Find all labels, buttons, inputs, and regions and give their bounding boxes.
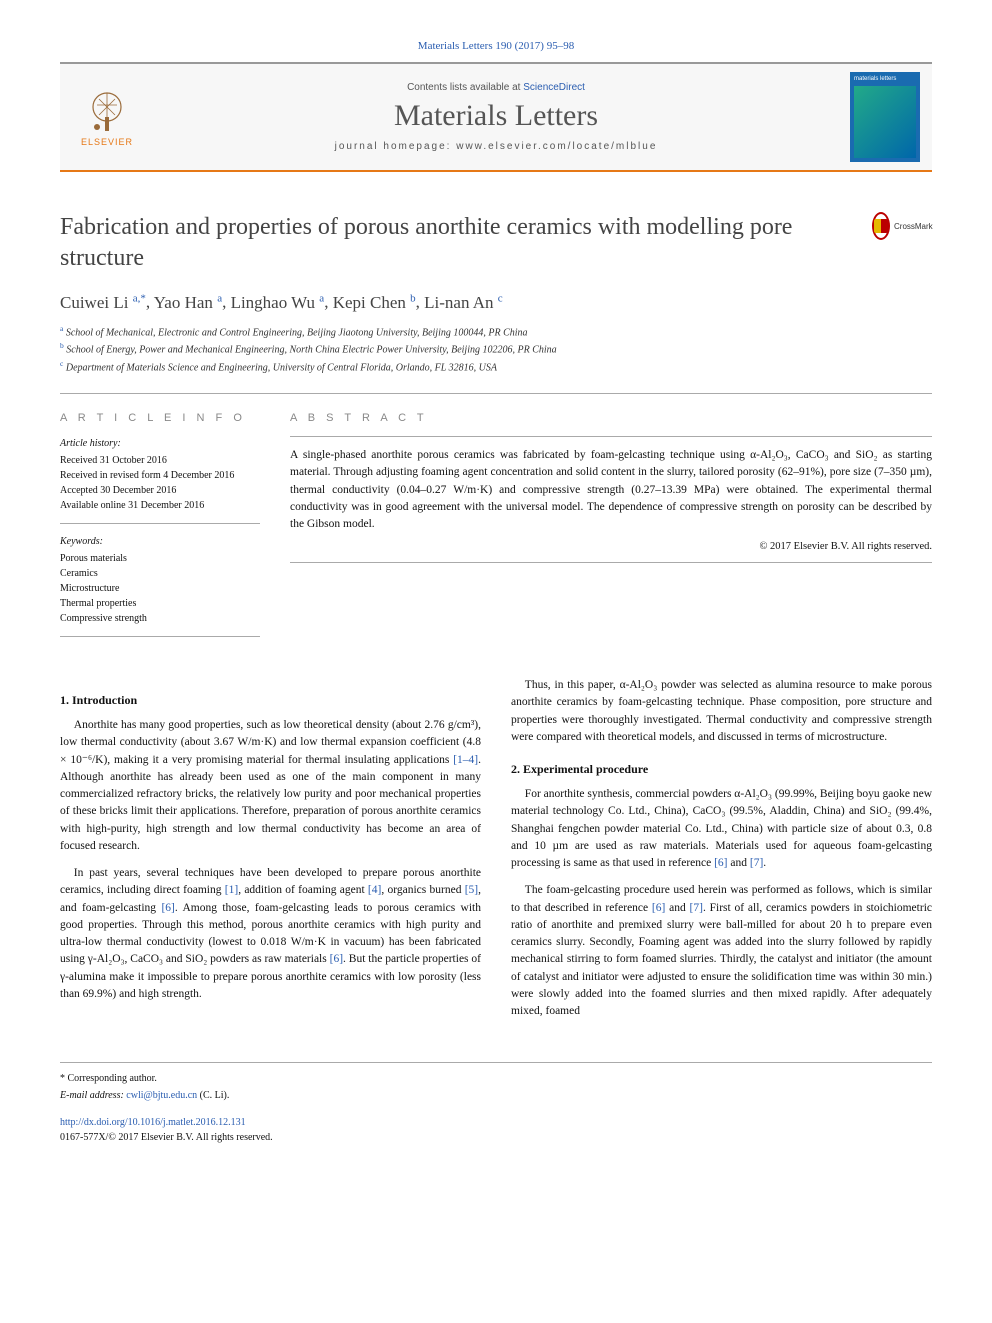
author: Cuiwei Li a,* <box>60 293 146 312</box>
article-title: Fabrication and properties of porous ano… <box>60 212 872 274</box>
contents-available-line: Contents lists available at ScienceDirec… <box>158 82 834 93</box>
email-label: E-mail address: <box>60 1090 126 1101</box>
abstract-copyright: © 2017 Elsevier B.V. All rights reserved… <box>290 541 932 552</box>
citation-ref[interactable]: [7] <box>750 857 763 869</box>
citation-line: Materials Letters 190 (2017) 95–98 <box>60 40 932 52</box>
article-info-heading: A R T I C L E I N F O <box>60 412 260 424</box>
history-line: Accepted 30 December 2016 <box>60 483 260 498</box>
keywords-label: Keywords: <box>60 534 260 549</box>
corresponding-author-note: * Corresponding author. <box>60 1071 932 1086</box>
author: Kepi Chen b <box>333 293 416 312</box>
article-body: 1. Introduction Anorthite has many good … <box>60 677 932 1022</box>
exp-paragraph-1: For anorthite synthesis, commercial powd… <box>511 786 932 872</box>
homepage-url[interactable]: www.elsevier.com/locate/mlblue <box>456 141 657 152</box>
history-line: Received in revised form 4 December 2016 <box>60 468 260 483</box>
citation-ref[interactable]: [5] <box>465 884 478 896</box>
history-line: Received 31 October 2016 <box>60 453 260 468</box>
keyword: Thermal properties <box>60 596 260 611</box>
section-heading-experimental: 2. Experimental procedure <box>511 760 932 778</box>
author: Yao Han a <box>154 293 222 312</box>
author: Linghao Wu a <box>231 293 325 312</box>
crossmark-icon <box>872 212 890 240</box>
citation-ref[interactable]: [6] <box>714 857 727 869</box>
crossmark-badge[interactable]: CrossMark <box>872 212 932 240</box>
section-heading-intro: 1. Introduction <box>60 691 481 709</box>
journal-title: Materials Letters <box>158 99 834 133</box>
history-label: Article history: <box>60 436 260 451</box>
contents-prefix: Contents lists available at <box>407 82 523 93</box>
elsevier-tree-icon <box>83 87 131 135</box>
intro-paragraph-2: In past years, several techniques have b… <box>60 865 481 1003</box>
keyword: Compressive strength <box>60 611 260 626</box>
exp-paragraph-2: The foam-gelcasting procedure used herei… <box>511 882 932 1020</box>
divider <box>60 393 932 394</box>
citation-ref[interactable]: [4] <box>368 884 381 896</box>
citation-ref[interactable]: [6] <box>161 902 174 914</box>
keyword: Porous materials <box>60 551 260 566</box>
publisher-logo: ELSEVIER <box>72 77 142 157</box>
journal-cover-thumb: materials letters <box>850 72 920 162</box>
article-info-block: A R T I C L E I N F O Article history: R… <box>60 412 260 647</box>
doi-link[interactable]: http://dx.doi.org/10.1016/j.matlet.2016.… <box>60 1117 246 1128</box>
keyword: Ceramics <box>60 566 260 581</box>
author: Li-nan An c <box>424 293 503 312</box>
journal-homepage: journal homepage: www.elsevier.com/locat… <box>158 141 834 152</box>
keyword: Microstructure <box>60 581 260 596</box>
journal-header: ELSEVIER Contents lists available at Sci… <box>60 62 932 172</box>
affiliation-line: b School of Energy, Power and Mechanical… <box>60 340 932 357</box>
email-suffix: (C. Li). <box>197 1090 229 1101</box>
affiliation-line: a School of Mechanical, Electronic and C… <box>60 323 932 340</box>
abstract-block: A B S T R A C T A single-phased anorthit… <box>290 412 932 647</box>
footnote-block: * Corresponding author. E-mail address: … <box>60 1062 932 1145</box>
intro-paragraph-3: Thus, in this paper, α-Al₂O₃ powder was … <box>511 677 932 746</box>
abstract-heading: A B S T R A C T <box>290 412 932 424</box>
citation-ref[interactable]: [6] <box>652 902 665 914</box>
history-line: Available online 31 December 2016 <box>60 498 260 513</box>
crossmark-label: CrossMark <box>894 222 933 231</box>
abstract-text: A single-phased anorthite porous ceramic… <box>290 447 932 533</box>
affiliation-list: a School of Mechanical, Electronic and C… <box>60 323 932 375</box>
homepage-label: journal homepage: <box>335 141 457 152</box>
publisher-name: ELSEVIER <box>81 137 133 147</box>
affiliation-line: c Department of Materials Science and En… <box>60 358 932 375</box>
cover-label: materials letters <box>854 76 916 82</box>
author-list: Cuiwei Li a,*, Yao Han a, Linghao Wu a, … <box>60 292 932 313</box>
citation-ref[interactable]: [1] <box>225 884 238 896</box>
issn-copyright: 0167-577X/© 2017 Elsevier B.V. All right… <box>60 1130 932 1145</box>
citation-ref[interactable]: [7] <box>690 902 703 914</box>
sciencedirect-link[interactable]: ScienceDirect <box>523 82 585 93</box>
citation-ref[interactable]: [6] <box>330 953 343 965</box>
email-line: E-mail address: cwli@bjtu.edu.cn (C. Li)… <box>60 1088 932 1103</box>
author-email-link[interactable]: cwli@bjtu.edu.cn <box>126 1090 197 1101</box>
citation-ref[interactable]: [1–4] <box>453 754 478 766</box>
intro-paragraph-1: Anorthite has many good properties, such… <box>60 717 481 855</box>
